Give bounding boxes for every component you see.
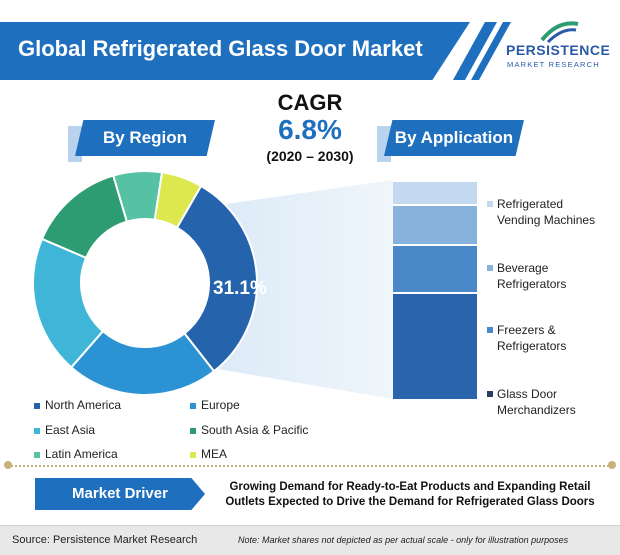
application-legend-item: Refrigerated Vending Machines — [487, 196, 596, 228]
divider-line — [8, 465, 612, 467]
legend-swatch — [34, 427, 40, 434]
legend-swatch — [487, 201, 493, 207]
market-driver-text: Growing Demand for Ready-to-Eat Products… — [214, 480, 606, 510]
cagr-value: 6.8% — [278, 114, 342, 145]
cagr-years: (2020 – 2030) — [266, 148, 354, 164]
legend-swatch — [487, 391, 493, 397]
legend-swatch — [487, 265, 493, 271]
region-legend-label: South Asia & Pacific — [201, 423, 309, 437]
legend-swatch — [34, 451, 40, 458]
stack-segment-glass-door-merchandizers — [393, 293, 477, 399]
application-legend-line-2: Merchandizers — [497, 403, 576, 417]
region-legend-item: Latin America — [34, 447, 118, 461]
region-legend-item: East Asia — [34, 423, 95, 437]
divider-dot-left — [4, 461, 12, 469]
application-legend-item: Beverage Refrigerators — [487, 260, 567, 292]
legend-swatch — [190, 451, 196, 458]
region-legend-label: East Asia — [45, 423, 96, 437]
page-title: Global Refrigerated Glass Door Market — [18, 36, 423, 61]
stack-segment-beverage-refrigerators — [393, 206, 477, 244]
application-legend-line-2: Vending Machines — [497, 213, 596, 227]
donut-slice-mea — [153, 171, 203, 229]
logo-swoosh-icon — [540, 21, 579, 44]
application-stacked-bar — [393, 180, 477, 399]
application-tag: By Application — [384, 120, 524, 156]
region-legend-label: Latin America — [45, 447, 118, 461]
stack-segment-freezers-refrigerators — [393, 245, 477, 292]
region-legend-item: South Asia & Pacific — [190, 423, 308, 437]
banner-stripes — [453, 22, 511, 80]
legend-swatch — [190, 402, 196, 409]
footer-source: Source: Persistence Market Research — [12, 534, 198, 546]
cagr-label: CAGR — [277, 90, 343, 115]
cagr-block: CAGR 6.8% (2020 – 2030) — [240, 90, 380, 164]
region-tag: By Region — [75, 120, 215, 156]
logo-sub: MARKET RESEARCH — [507, 60, 600, 69]
market-driver-line-2: Outlets Expected to Drive the Demand for… — [225, 496, 595, 508]
logo-brand: PERSISTENCE — [506, 42, 611, 58]
application-legend-line-1: Refrigerated — [497, 197, 564, 211]
application-legend-line-1: Glass Door — [497, 387, 558, 401]
region-legend-label: Europe — [201, 398, 240, 412]
legend-swatch — [487, 327, 493, 333]
donut-highlight-label: 31.1% — [213, 278, 267, 299]
application-legend-line-1: Freezers & — [497, 323, 556, 337]
stack-segment-refrigerated-vending-machines — [393, 182, 477, 205]
region-legend-item: MEA — [190, 447, 227, 461]
application-legend-line-2: Refrigerators — [497, 339, 567, 353]
region-donut-chart — [32, 170, 258, 396]
region-legend-item: Europe — [190, 398, 240, 412]
legend-swatch — [34, 402, 40, 409]
region-legend-item: North America — [34, 398, 121, 412]
footer-note: Note: Market shares not depicted as per … — [238, 535, 569, 545]
divider-dot-right — [608, 461, 616, 469]
title-banner: Global Refrigerated Glass Door Market — [0, 22, 470, 80]
application-legend-item: Freezers & Refrigerators — [487, 322, 567, 354]
region-legend-label: MEA — [201, 447, 228, 461]
market-driver-line-1: Growing Demand for Ready-to-Eat Products… — [229, 481, 591, 493]
market-driver-tag: Market Driver — [35, 478, 205, 510]
application-legend-line-2: Refrigerators — [497, 277, 567, 291]
donut-slice-north-america — [175, 184, 258, 373]
legend-swatch — [190, 427, 196, 434]
footer: Source: Persistence Market Research Note… — [0, 525, 620, 555]
application-legend-line-1: Beverage — [497, 261, 549, 275]
application-legend-item: Glass Door Merchandizers — [487, 386, 576, 418]
logo: PERSISTENCE MARKET RESEARCH — [506, 21, 616, 80]
region-legend-label: North America — [45, 398, 122, 412]
